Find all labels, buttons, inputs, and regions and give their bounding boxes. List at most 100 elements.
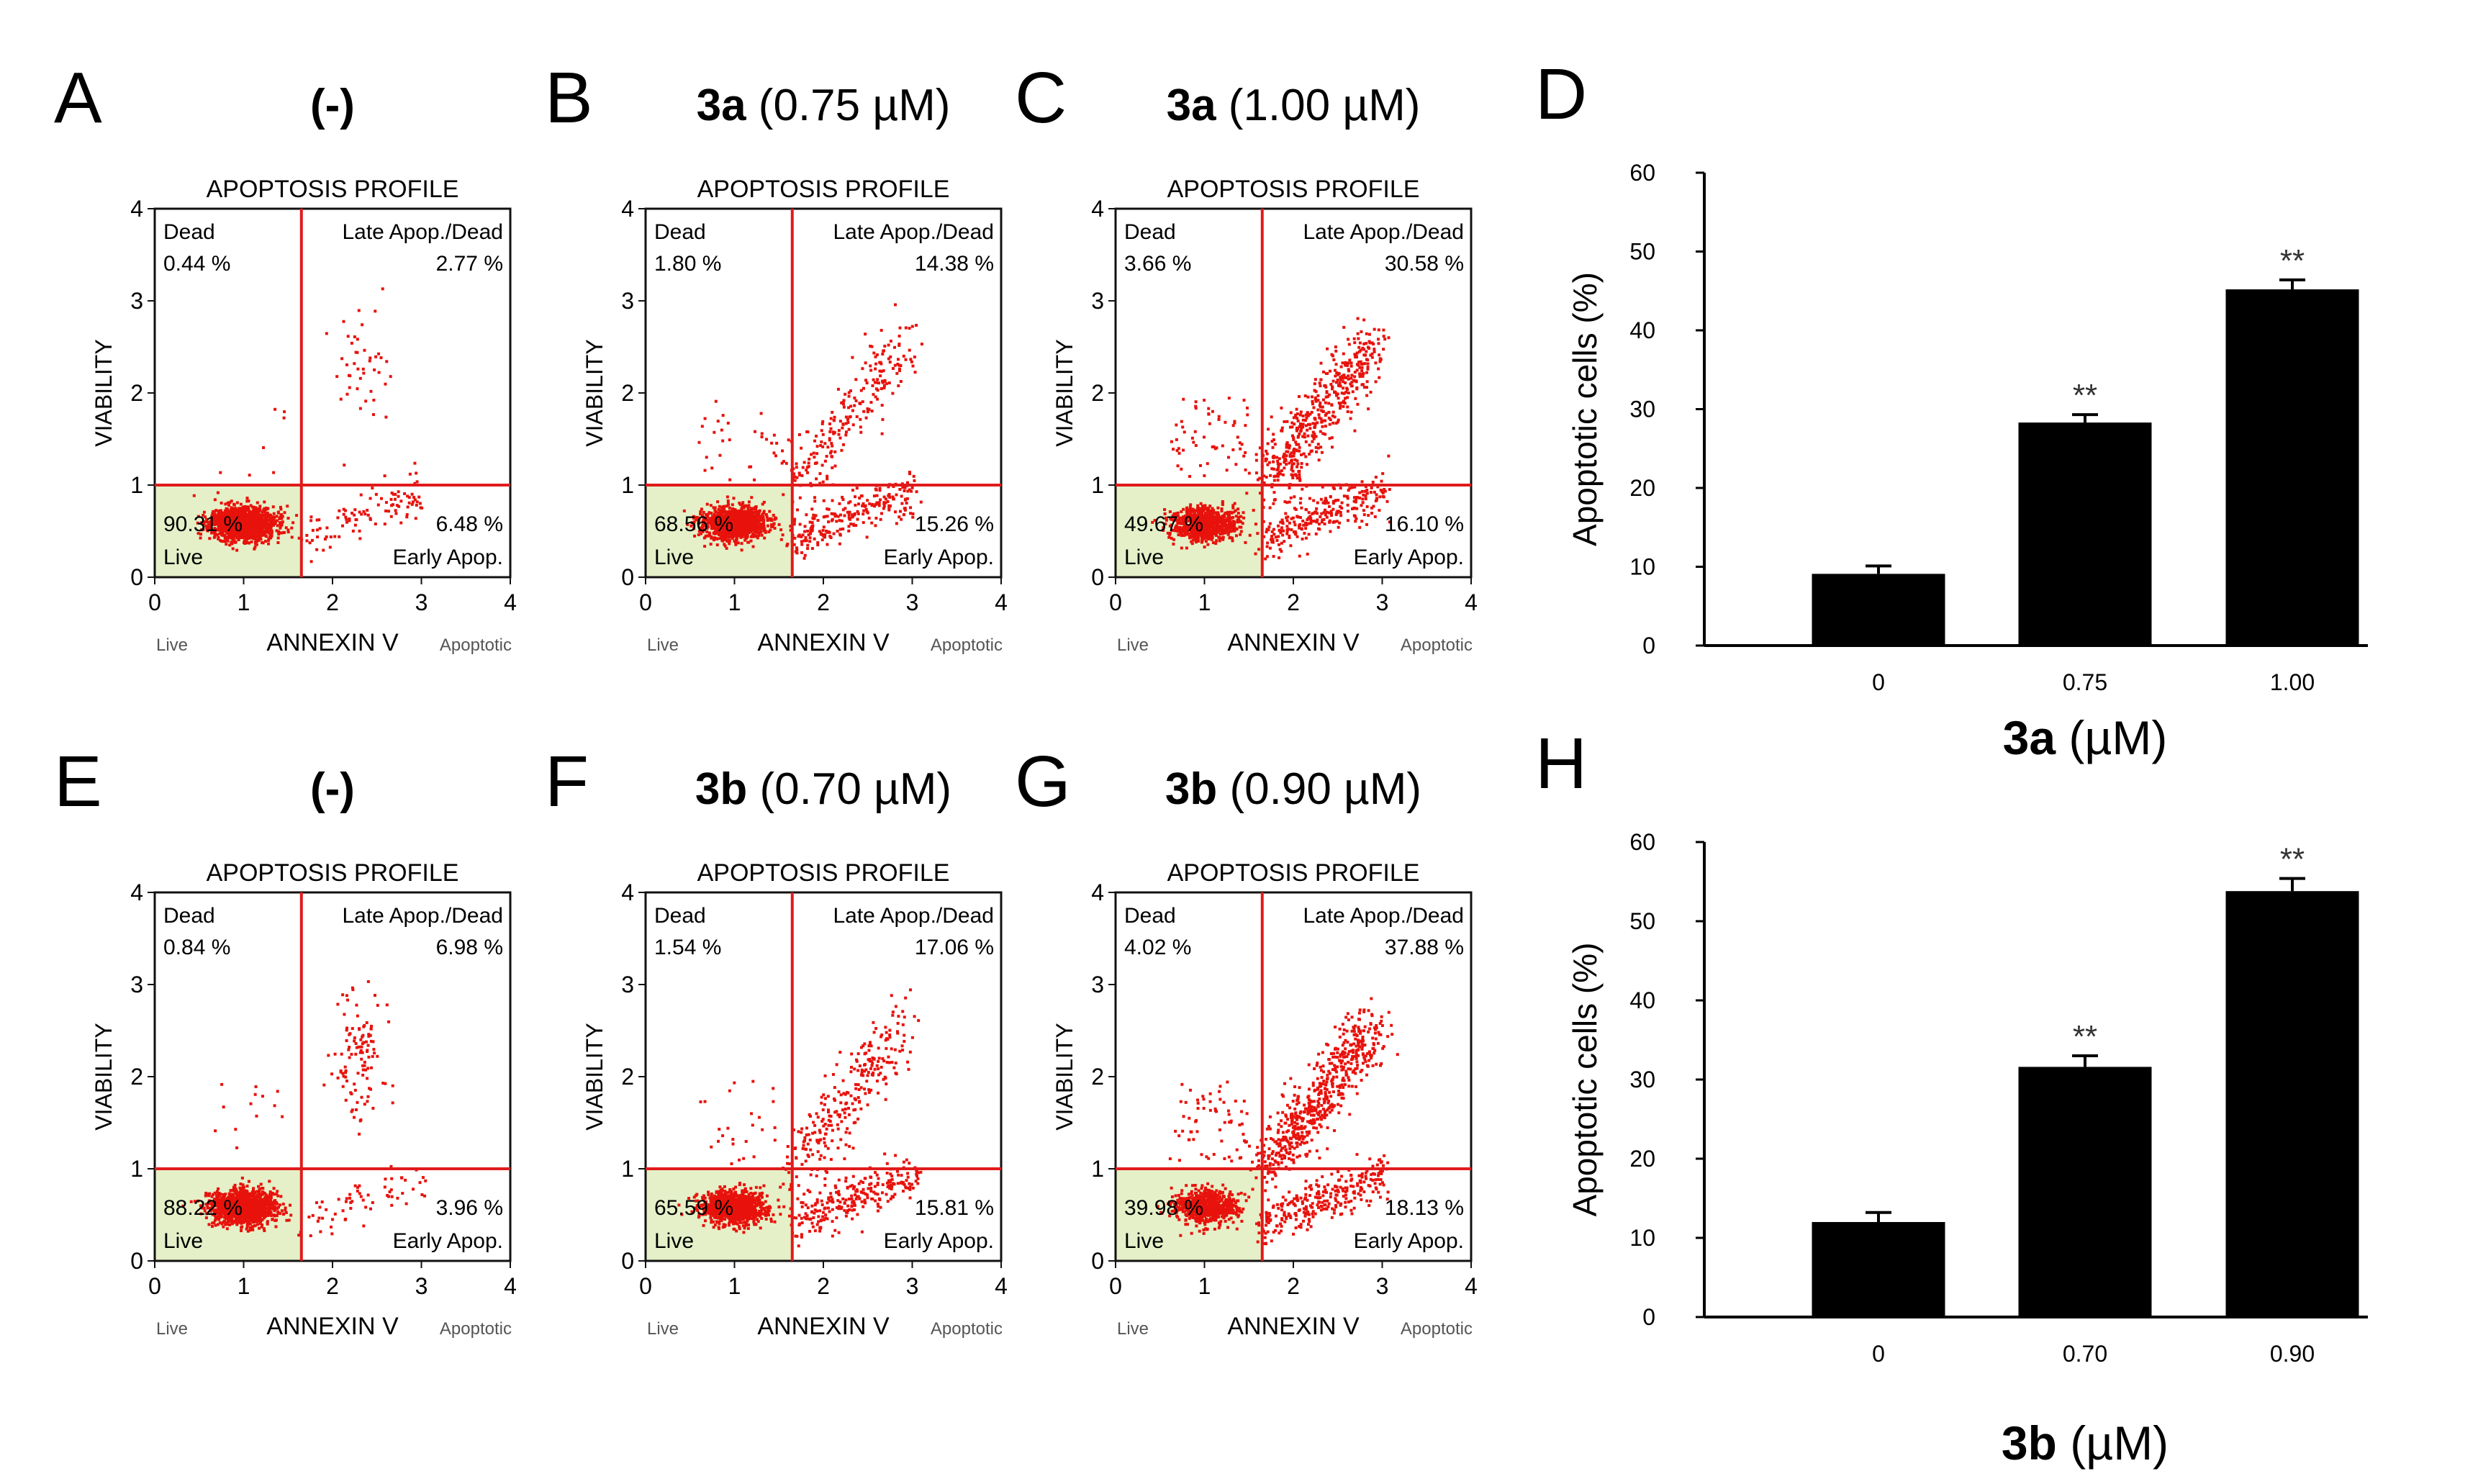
data-point: [856, 487, 859, 489]
data-point: [748, 521, 751, 524]
x-tick-label: 3: [906, 589, 919, 615]
data-point: [745, 537, 748, 540]
data-point: [1322, 420, 1325, 422]
data-point: [1293, 520, 1295, 523]
data-point: [741, 510, 743, 512]
data-point: [1177, 447, 1180, 450]
data-point: [1239, 515, 1242, 518]
data-point: [1350, 361, 1353, 364]
data-point: [710, 466, 713, 469]
data-point: [809, 536, 812, 539]
data-point: [848, 516, 851, 519]
data-point: [397, 490, 400, 493]
data-point: [1288, 535, 1290, 538]
y-tick-label: 4: [621, 196, 634, 222]
data-point: [821, 445, 824, 448]
data-point: [1323, 384, 1326, 387]
data-point: [254, 543, 257, 546]
data-point: [1291, 476, 1294, 479]
data-point: [1190, 540, 1193, 543]
data-point: [741, 542, 743, 545]
data-point: [826, 515, 829, 517]
data-point: [727, 499, 730, 502]
data-point: [1288, 487, 1290, 489]
data-point: [732, 497, 735, 499]
data-point: [343, 320, 345, 323]
dead-label: Dead: [654, 220, 706, 244]
data-point: [1244, 451, 1247, 454]
data-point: [1299, 516, 1302, 519]
y-tick-label: 4: [1091, 196, 1104, 222]
data-point: [1244, 424, 1247, 427]
data-point: [899, 510, 902, 513]
data-point: [1233, 422, 1236, 425]
data-point: [803, 461, 806, 463]
data-point: [230, 540, 232, 543]
data-point: [1382, 348, 1385, 350]
panel-letter: A: [54, 58, 102, 138]
data-point: [1367, 345, 1370, 348]
data-point: [900, 380, 903, 383]
data-point: [892, 367, 895, 370]
data-point: [859, 425, 862, 428]
data-point: [244, 520, 247, 523]
data-point: [399, 499, 402, 502]
data-point: [1346, 364, 1349, 367]
dead-label: Dead: [163, 220, 215, 244]
data-point: [1294, 523, 1297, 526]
data-point: [881, 404, 884, 407]
data-point: [820, 429, 823, 432]
data-point: [889, 361, 892, 363]
data-point: [815, 452, 818, 455]
data-point: [795, 548, 798, 551]
concentration-label: (0.75 µM): [746, 81, 951, 130]
data-point: [1378, 376, 1380, 379]
data-point: [356, 351, 358, 354]
data-point: [242, 506, 245, 509]
y-axis-label: VIABILITY: [582, 339, 607, 446]
data-point: [773, 522, 776, 525]
data-point: [356, 338, 359, 340]
data-point: [805, 536, 808, 539]
data-point: [1303, 435, 1306, 438]
data-point: [1269, 474, 1272, 477]
data-point: [871, 410, 874, 412]
data-point: [1290, 474, 1293, 476]
data-point: [806, 544, 809, 547]
data-point: [220, 540, 223, 543]
data-point: [799, 523, 802, 526]
data-point: [787, 438, 790, 441]
data-point: [862, 410, 865, 413]
data-point: [1331, 386, 1334, 389]
data-point: [847, 502, 850, 505]
data-point: [1229, 530, 1232, 533]
data-point: [1339, 487, 1342, 489]
data-point: [316, 519, 319, 522]
data-point: [1354, 520, 1357, 522]
data-point: [851, 410, 854, 412]
data-point: [874, 356, 877, 358]
data-point: [1172, 543, 1175, 546]
data-point: [1278, 543, 1280, 546]
data-point: [1308, 423, 1311, 426]
data-point: [1191, 437, 1194, 440]
data-point: [897, 515, 900, 518]
data-point: [1229, 536, 1232, 539]
data-point: [1192, 441, 1195, 444]
data-point: [770, 442, 773, 445]
data-point: [1314, 510, 1317, 513]
data-point: [843, 406, 846, 409]
data-point: [1242, 455, 1245, 458]
data-point: [330, 535, 333, 538]
data-point: [1239, 448, 1242, 451]
data-point: [882, 507, 885, 510]
data-point: [1322, 518, 1325, 521]
data-point: [363, 512, 366, 515]
data-point: [1354, 515, 1357, 517]
data-point: [1302, 419, 1305, 422]
data-point: [309, 515, 312, 518]
data-point: [845, 430, 848, 433]
data-point: [1303, 453, 1306, 456]
data-point: [1280, 407, 1283, 410]
data-point: [1297, 420, 1300, 422]
